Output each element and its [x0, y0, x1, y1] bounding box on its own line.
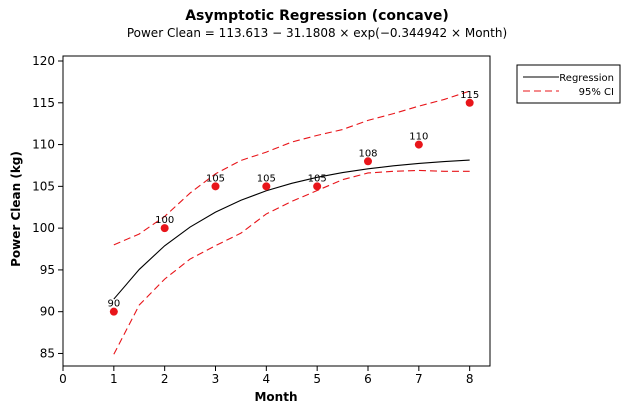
data-label-0: 90	[107, 299, 120, 310]
y-axis-label: Power Clean (kg)	[9, 151, 23, 267]
y-tick-label-1: 90	[40, 305, 55, 319]
y-tick-label-3: 100	[32, 221, 55, 235]
series-line-1	[113, 90, 470, 246]
legend-label-0: Regression	[559, 73, 614, 84]
x-axis-label: Month	[254, 390, 297, 404]
data-label-7: 115	[460, 90, 479, 101]
plot-area: 0 1 2 3 4 5 6 7 8 85 90 95 100 105 110 115 120 90 100 105 10…	[32, 54, 491, 386]
y-tick-label-2: 95	[40, 263, 55, 277]
data-label-2: 105	[206, 173, 225, 184]
x-tick-label-8: 8	[466, 372, 474, 386]
data-point-4	[313, 182, 322, 191]
data-point-7	[465, 98, 474, 107]
x-tick-label-1: 1	[110, 372, 118, 386]
series-line-0	[113, 159, 470, 300]
data-label-1: 100	[155, 215, 174, 226]
x-tick-label-2: 2	[161, 372, 169, 386]
data-point-0	[109, 307, 118, 316]
data-point-1	[160, 224, 169, 233]
data-point-5	[364, 157, 372, 166]
series-line-2	[113, 169, 470, 355]
chart-subtitle: Power Clean = 113.613 − 31.1808 × exp(−0…	[127, 26, 507, 40]
data-label-4: 105	[308, 173, 327, 184]
x-tick-label-6: 6	[364, 372, 372, 386]
legend: Regression 95% CI	[516, 64, 621, 104]
data-point-3	[262, 182, 271, 191]
data-label-3: 105	[257, 173, 276, 184]
x-tick-label-5: 5	[313, 372, 321, 386]
y-tick-label-0: 85	[40, 346, 55, 360]
plot-frame	[62, 55, 491, 367]
x-tick-label-0: 0	[59, 372, 67, 386]
y-tick-label-6: 115	[32, 96, 55, 110]
x-tick-label-4: 4	[263, 372, 271, 386]
data-label-5: 108	[358, 148, 377, 159]
data-point-2	[211, 182, 220, 191]
data-label-6: 110	[409, 132, 428, 143]
y-tick-label-5: 110	[32, 138, 55, 152]
y-tick-label-7: 120	[32, 54, 55, 68]
data-point-6	[414, 140, 423, 149]
x-tick-label-3: 3	[212, 372, 220, 386]
legend-label-1: 95% CI	[579, 87, 614, 98]
chart-title: Asymptotic Regression (concave)	[185, 8, 449, 24]
legend-box	[516, 64, 621, 104]
y-tick-label-4: 105	[32, 179, 55, 193]
x-tick-label-7: 7	[415, 372, 423, 386]
